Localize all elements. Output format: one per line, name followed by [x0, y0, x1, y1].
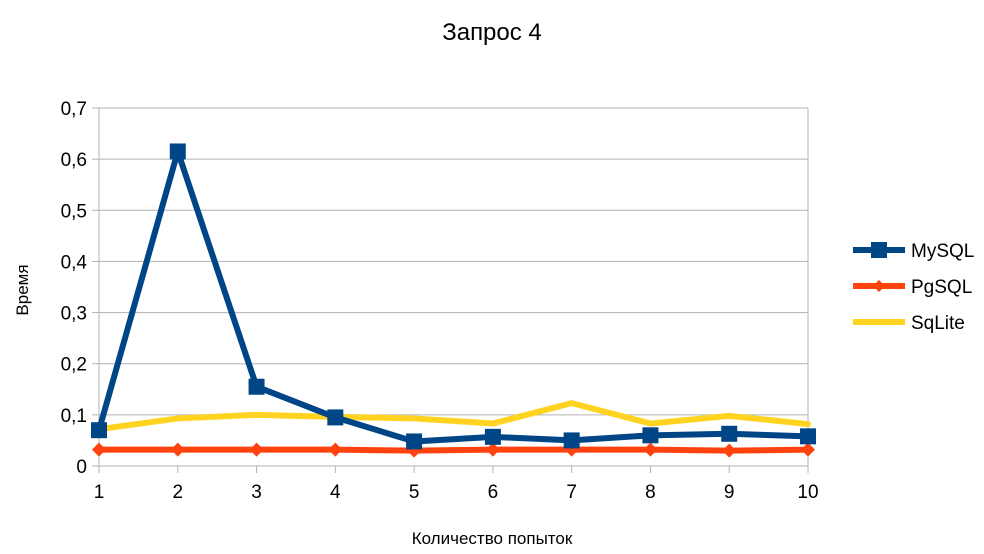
- series-lines: [91, 143, 816, 458]
- x-tick-label: 4: [330, 482, 341, 503]
- legend-item-mysql: MySQL: [853, 241, 974, 262]
- chart-title: Запрос 4: [442, 19, 542, 46]
- data-point-mysql: [800, 428, 816, 445]
- x-tick-label: 8: [645, 482, 656, 503]
- data-point-mysql: [563, 432, 580, 449]
- data-point-mysql: [91, 422, 107, 439]
- data-point-pgsql: [722, 443, 737, 458]
- data-point-pgsql: [328, 442, 343, 457]
- series-line-sqlite: [96, 400, 811, 433]
- data-point-pgsql: [801, 442, 815, 457]
- data-point-pgsql: [485, 442, 500, 457]
- y-axis-label: Время: [13, 264, 32, 315]
- y-tick-label: 0,6: [61, 150, 87, 171]
- y-tick-label: 0,3: [61, 304, 87, 325]
- legend-label-mysql: MySQL: [911, 241, 974, 262]
- legend-marker-mysql: [871, 242, 887, 258]
- y-tick-label: 0,2: [61, 355, 87, 376]
- series-line-pgsql: [96, 446, 811, 454]
- data-point-pgsql: [643, 442, 658, 457]
- x-tick-label: 3: [251, 482, 262, 503]
- y-tick-label: 0: [76, 457, 87, 478]
- x-tick-label: 7: [566, 482, 577, 503]
- data-point-pgsql: [92, 442, 106, 457]
- axes: 0 0,1 0,2 0,3 0,4 0,5 0,6 0,7 1 2 3 4 5 6 7 8 9 10: [61, 99, 819, 503]
- legend: MySQL PgSQL SqLite: [853, 241, 974, 334]
- data-point-mysql: [721, 425, 738, 442]
- x-tick-label: 10: [797, 482, 818, 503]
- x-tick-label: 1: [94, 482, 105, 503]
- data-point-mysql: [327, 409, 344, 426]
- y-tick-label: 0,5: [61, 201, 87, 222]
- series-mysql: [91, 143, 816, 450]
- legend-item-pgsql: PgSQL: [853, 277, 972, 298]
- data-point-pgsql: [249, 442, 264, 457]
- series-line-mysql: [96, 148, 811, 445]
- legend-label-sqlite: SqLite: [911, 313, 965, 334]
- y-tick-label: 0,4: [61, 252, 88, 273]
- gridlines: [99, 107, 808, 467]
- legend-label-pgsql: PgSQL: [911, 277, 972, 298]
- y-tick-label: 0,1: [61, 406, 87, 427]
- legend-marker-pgsql: [873, 280, 885, 292]
- legend-item-sqlite: SqLite: [853, 313, 965, 334]
- x-tick-label: 2: [172, 482, 183, 503]
- x-axis-label: Количество попыток: [412, 529, 573, 548]
- x-tick-label: 6: [488, 482, 499, 503]
- data-point-mysql: [248, 378, 265, 395]
- series-sqlite: [96, 400, 811, 433]
- data-point-mysql: [406, 433, 423, 450]
- y-tick-label: 0,7: [61, 99, 87, 120]
- x-tick-label: 9: [724, 482, 735, 503]
- data-point-mysql: [484, 428, 501, 445]
- series-pgsql: [92, 442, 815, 458]
- data-point-mysql: [169, 143, 186, 160]
- data-point-pgsql: [170, 442, 185, 457]
- data-point-mysql: [642, 427, 659, 444]
- x-tick-label: 5: [409, 482, 420, 503]
